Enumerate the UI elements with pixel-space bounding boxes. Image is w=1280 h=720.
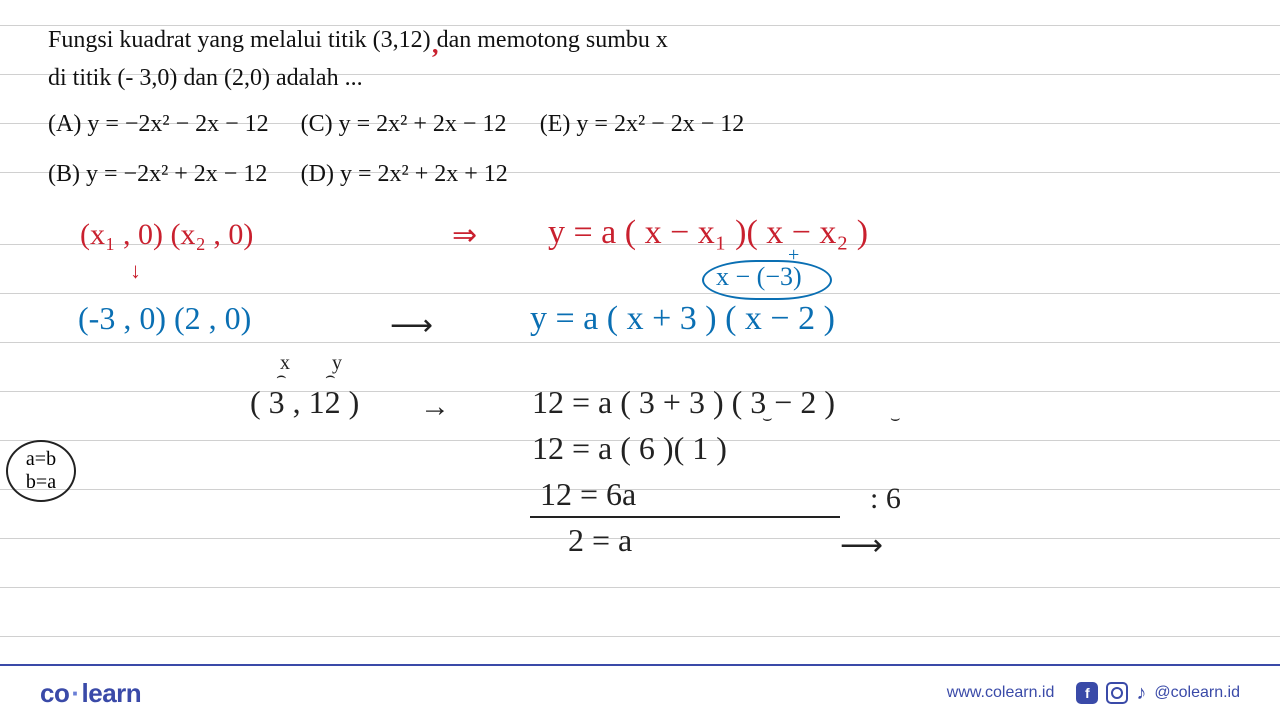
footer-bar: co·learn www.colearn.id f ♪ @colearn.id — [0, 664, 1280, 720]
arc-under-1-icon: ⌣ — [762, 410, 773, 428]
note-ba: b=a — [26, 471, 56, 494]
logo-dot-icon: · — [71, 678, 79, 708]
point-312: ( 3 , 12 ) — [250, 384, 359, 421]
logo-left: co — [40, 678, 69, 708]
division-line-icon — [530, 516, 840, 518]
formula-generic: y = a ( x − x₁ )( x − x₂ ) — [548, 214, 868, 252]
long-arrow-2-icon: → — [420, 390, 450, 424]
eq-concrete: y = a ( x + 3 ) ( x − 2 ) — [530, 300, 835, 338]
note-ab: a=b — [26, 448, 56, 471]
note-circle: a=b b=a — [6, 440, 76, 502]
implies-arrow-icon: ⇒ — [452, 218, 477, 253]
comma-handwritten-icon: , — [432, 30, 439, 60]
roots-generic: (x₁ , 0) (x₂ , 0) — [80, 218, 253, 252]
socials: f ♪ @colearn.id — [1076, 682, 1240, 705]
long-arrow-3-icon: ⟶ — [840, 528, 883, 563]
footer-url: www.colearn.id — [947, 684, 1055, 702]
options-row: (A) y = −2x² − 2x − 12 (B) y = −2x² + 2x… — [48, 106, 744, 192]
roots-concrete: (-3 , 0) (2 , 0) — [78, 300, 251, 337]
oval-annotation-icon — [702, 260, 832, 300]
problem-block: Fungsi kuadrat yang melalui titik (3,12)… — [48, 22, 744, 192]
step4: 2 = a — [568, 522, 632, 559]
tiktok-icon: ♪ — [1136, 682, 1146, 705]
long-arrow-1-icon: ⟶ — [390, 308, 433, 343]
option-d: (D) y = 2x² + 2x + 12 — [301, 156, 508, 192]
brand-logo: co·learn — [40, 678, 141, 709]
divide-6: : 6 — [870, 482, 901, 516]
problem-line2: di titik (- 3,0) dan (2,0) adalah ... — [48, 60, 744, 96]
option-a: (A) y = −2x² − 2x − 12 — [48, 106, 269, 142]
option-e: (E) y = 2x² − 2x − 12 — [540, 106, 744, 142]
facebook-icon: f — [1076, 682, 1098, 704]
problem-line1: Fungsi kuadrat yang melalui titik (3,12)… — [48, 22, 744, 58]
logo-right: learn — [82, 678, 142, 708]
step2: 12 = a ( 6 )( 1 ) — [532, 430, 727, 467]
option-b: (B) y = −2x² + 2x − 12 — [48, 156, 269, 192]
social-handle: @colearn.id — [1154, 684, 1240, 702]
arc-under-2-icon: ⌣ — [890, 410, 901, 428]
instagram-icon — [1106, 682, 1128, 704]
step1: 12 = a ( 3 + 3 ) ( 3 − 2 ) — [532, 384, 835, 421]
option-c: (C) y = 2x² + 2x − 12 — [301, 106, 508, 142]
step3: 12 = 6a — [540, 476, 636, 513]
footer-right: www.colearn.id f ♪ @colearn.id — [947, 682, 1240, 705]
down-arrow-icon: ↓ — [130, 258, 141, 284]
